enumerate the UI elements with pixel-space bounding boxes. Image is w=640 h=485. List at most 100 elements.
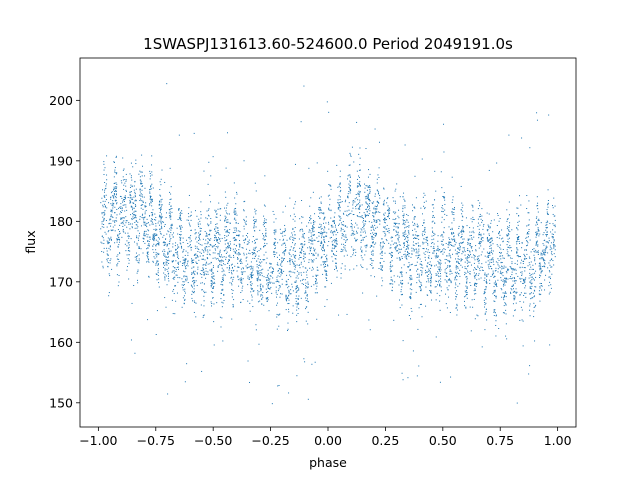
- data-point: [213, 321, 215, 323]
- data-point: [501, 265, 503, 267]
- data-point: [151, 199, 153, 201]
- data-point: [240, 282, 242, 284]
- data-point: [322, 232, 324, 234]
- data-point: [250, 287, 252, 289]
- data-point: [448, 244, 450, 246]
- data-point: [507, 270, 509, 272]
- data-point: [544, 262, 545, 264]
- data-point: [194, 301, 196, 303]
- data-point: [421, 158, 423, 160]
- data-point: [478, 237, 480, 239]
- data-point: [241, 287, 243, 289]
- data-point: [510, 291, 512, 293]
- data-point: [503, 292, 505, 294]
- data-point: [334, 224, 336, 226]
- data-point: [169, 243, 171, 245]
- data-point: [321, 256, 323, 258]
- data-point: [106, 253, 108, 255]
- data-point: [433, 238, 435, 240]
- data-point: [373, 221, 375, 223]
- data-point: [396, 257, 398, 259]
- data-point: [134, 216, 136, 218]
- data-point: [134, 206, 136, 208]
- data-point: [525, 277, 527, 279]
- data-point: [160, 199, 162, 201]
- data-point: [393, 275, 395, 277]
- data-point: [176, 227, 178, 229]
- data-point: [465, 217, 467, 219]
- data-point: [203, 283, 205, 285]
- data-point: [484, 272, 486, 274]
- data-point: [394, 190, 396, 192]
- data-point: [547, 252, 549, 254]
- data-point: [156, 310, 158, 312]
- data-point: [466, 277, 468, 279]
- data-point: [305, 308, 307, 310]
- data-point: [226, 132, 228, 134]
- data-point: [393, 229, 395, 231]
- data-point: [260, 294, 262, 296]
- data-point: [114, 190, 116, 192]
- data-point: [295, 298, 297, 300]
- data-point: [100, 228, 102, 230]
- data-point: [508, 226, 510, 228]
- data-point: [380, 252, 382, 254]
- data-point: [232, 305, 234, 307]
- data-point: [116, 255, 118, 257]
- data-point: [175, 252, 177, 254]
- data-point: [213, 272, 215, 274]
- data-point: [172, 255, 174, 257]
- data-point: [330, 230, 332, 232]
- data-point: [431, 235, 433, 237]
- data-point: [163, 234, 165, 236]
- data-point: [477, 274, 479, 276]
- data-point: [502, 272, 504, 274]
- data-point: [358, 183, 360, 185]
- data-point: [250, 291, 252, 293]
- data-point: [404, 227, 406, 229]
- data-point: [263, 246, 265, 248]
- data-point: [217, 239, 219, 241]
- data-point: [489, 282, 491, 284]
- data-point: [230, 248, 232, 250]
- data-point: [388, 242, 390, 244]
- data-point: [468, 257, 470, 259]
- data-point: [165, 217, 167, 219]
- data-point: [334, 268, 336, 270]
- data-point: [339, 199, 341, 201]
- data-point: [323, 213, 325, 215]
- data-point: [397, 215, 399, 217]
- data-point: [554, 249, 556, 251]
- data-point: [389, 283, 391, 285]
- data-point: [288, 302, 290, 304]
- data-point: [427, 279, 429, 281]
- data-point: [486, 282, 488, 284]
- data-point: [471, 247, 473, 249]
- data-point: [273, 251, 275, 253]
- data-point: [285, 246, 287, 248]
- data-point: [159, 217, 161, 219]
- data-point: [221, 271, 223, 273]
- data-point: [304, 361, 306, 363]
- data-point: [367, 206, 369, 208]
- data-point: [516, 263, 518, 265]
- data-point: [545, 224, 547, 226]
- data-point: [187, 265, 189, 267]
- data-point: [401, 256, 403, 258]
- data-point: [304, 256, 306, 258]
- data-point: [549, 249, 551, 251]
- data-point: [238, 285, 240, 287]
- data-point: [103, 243, 105, 245]
- data-point: [218, 265, 220, 267]
- data-point: [412, 229, 414, 231]
- data-point: [300, 261, 302, 263]
- data-point: [550, 242, 552, 244]
- data-point: [212, 287, 214, 288]
- data-point: [429, 251, 431, 253]
- data-point: [540, 272, 542, 274]
- data-point: [283, 250, 285, 252]
- data-point: [490, 242, 492, 244]
- data-point: [399, 258, 401, 260]
- data-point: [149, 204, 151, 206]
- data-point: [284, 228, 286, 230]
